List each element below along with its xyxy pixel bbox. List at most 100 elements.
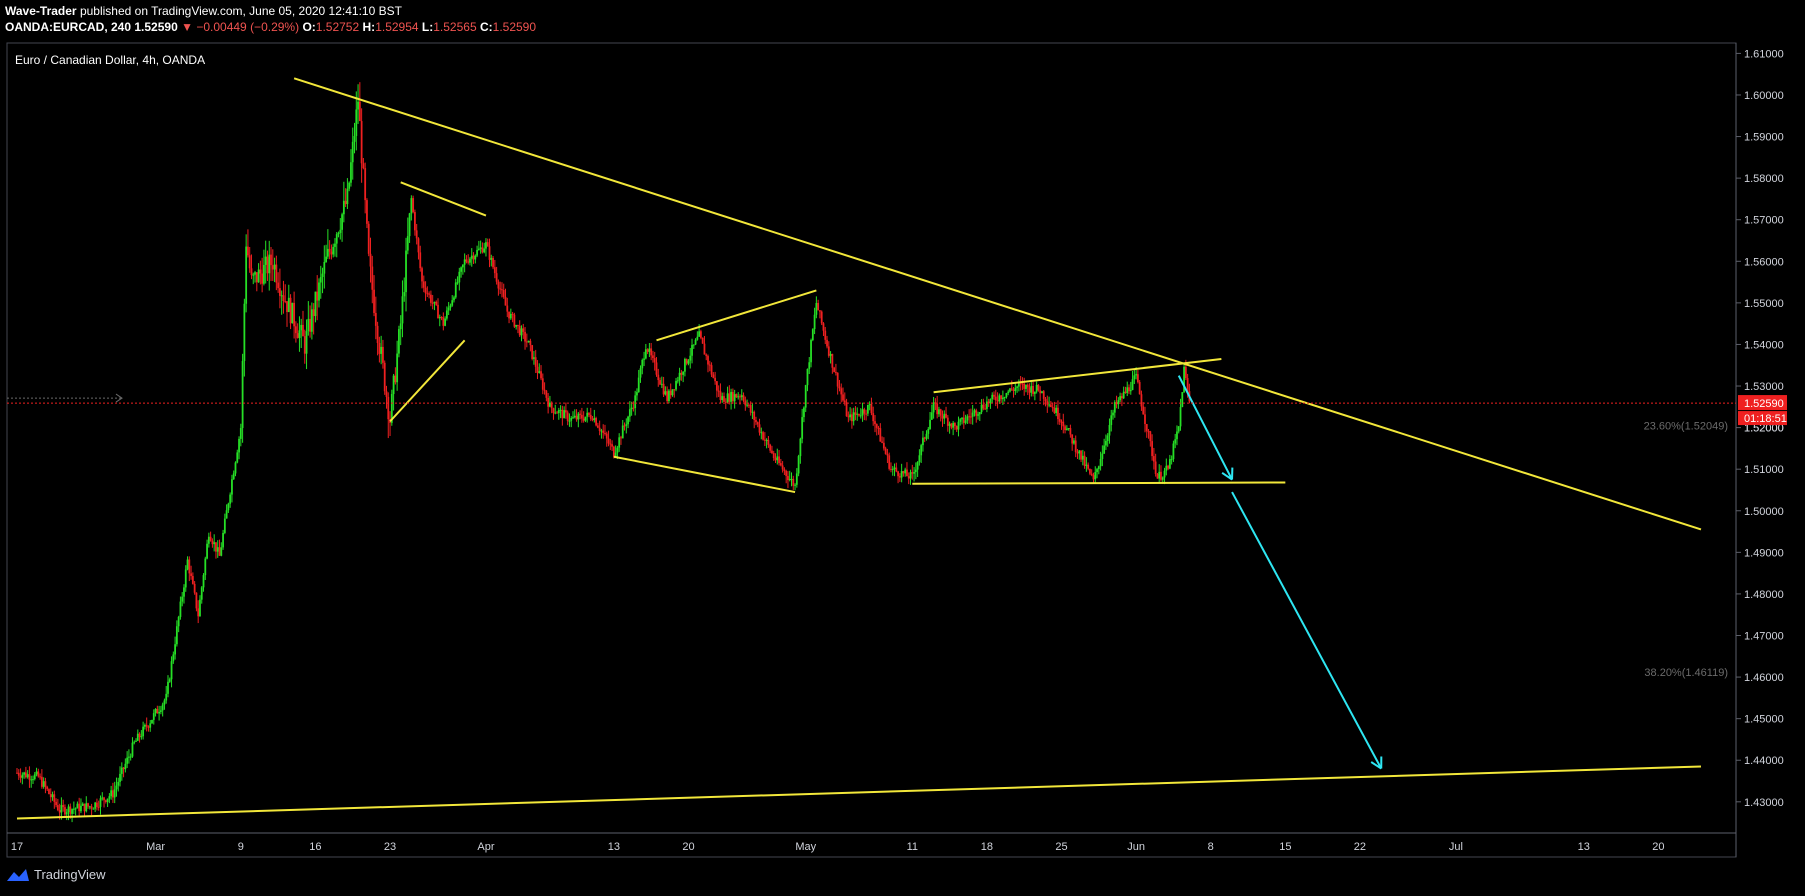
low-value: 1.52565 [433,20,477,34]
countdown-timer: 01:18:51 [1744,413,1787,425]
candle-body [533,357,535,359]
candle-body [104,800,107,802]
candle-body [529,340,532,346]
candle-body [620,437,622,439]
candle-body [1147,431,1150,433]
candle-body [314,291,317,317]
candle-body [259,269,262,274]
candle-body [884,448,887,455]
candle-body [563,410,566,419]
candle-body [735,394,738,398]
candle-body [882,442,885,449]
candle-body [557,410,560,414]
candle-body [909,472,912,479]
candle-body [673,389,676,391]
candle-body [24,772,27,778]
candle-body [1131,379,1134,390]
trendline [389,339,466,423]
candle-body [703,343,706,355]
candle-body [1121,396,1123,399]
candles-layer [16,82,1191,823]
candle-body [1083,455,1086,466]
candle-body [676,380,679,382]
candle-body [481,247,484,253]
candle-body [467,261,470,263]
candle-body [692,344,695,346]
candle-body [113,789,116,798]
candle-body [376,325,379,343]
candle-body [142,726,145,737]
candle-body [989,399,992,404]
candle-body [97,806,100,808]
candle-body [28,774,31,780]
candle-body [461,264,464,268]
candle-body [707,356,709,365]
candle-body [225,510,228,519]
candle-body [714,377,717,382]
candle-body [689,355,692,361]
candle-body [369,253,372,267]
candle-body [257,269,260,283]
candle-body [1021,383,1024,385]
candle-body [300,324,303,331]
candle-body [302,324,304,337]
candle-body [813,314,816,330]
author-name[interactable]: Wave-Trader [5,4,77,18]
candle-body [685,358,688,364]
candle-body [227,503,230,511]
price-tick-label: 1.46000 [1744,672,1784,684]
candle-body [925,433,928,439]
candle-body [74,808,77,810]
candle-body [973,410,976,413]
candle-body [232,473,235,480]
candle-body [589,414,592,419]
candle-body [412,198,415,213]
candle-body [760,432,763,434]
candle-body [1058,419,1061,422]
candle-body [803,407,805,418]
candle-body [1106,435,1109,441]
candle-body [291,302,294,324]
candle-body [527,340,530,343]
candle-body [296,333,299,338]
candle-body [26,774,29,778]
candle-body [1032,385,1034,394]
down-arrow-icon: ▼ [181,20,193,34]
candle-body [945,413,947,418]
candle-body [627,416,629,425]
candle-body [103,797,105,801]
price-axis[interactable]: 1.61000 1.60000 1.59000 1.58000 1.57000 1.560… [1736,48,1784,809]
candle-body [138,733,141,738]
candle-body [1053,407,1056,413]
candle-body [264,256,267,265]
candle-body [625,424,628,426]
fib-level-label: 38.20%(1.46119) [1644,667,1728,679]
drawings-layer [16,77,1702,820]
time-axis[interactable]: 17 Mar 9 16 23 Apr 13 20 May 11 18 25 Jun 8 15 22 Jul 13 2… [11,841,1665,853]
candle-body [907,476,910,479]
candle-body [850,414,853,422]
candle-body [911,472,914,474]
candle-body [270,254,272,266]
candle-body [540,371,542,379]
candle-body [190,573,192,577]
footer-brand[interactable]: TradingView [6,867,106,882]
candle-body [1035,384,1038,392]
candle-body [561,409,564,419]
candle-body [1096,469,1098,473]
candle-body [1160,471,1162,480]
candle-body [179,601,182,617]
candle-body [1033,391,1036,394]
price-change: −0.00449 (−0.29%) [196,20,300,34]
candle-body [675,380,677,390]
candle-body [607,438,610,444]
countdown-badge [1738,411,1787,426]
candle-body [630,407,633,410]
candle-body [364,168,367,201]
candle-body [255,272,258,283]
time-tick-label: 25 [1055,841,1067,853]
candle-body [669,390,672,396]
candle-body [779,463,782,466]
candle-body [596,425,599,428]
